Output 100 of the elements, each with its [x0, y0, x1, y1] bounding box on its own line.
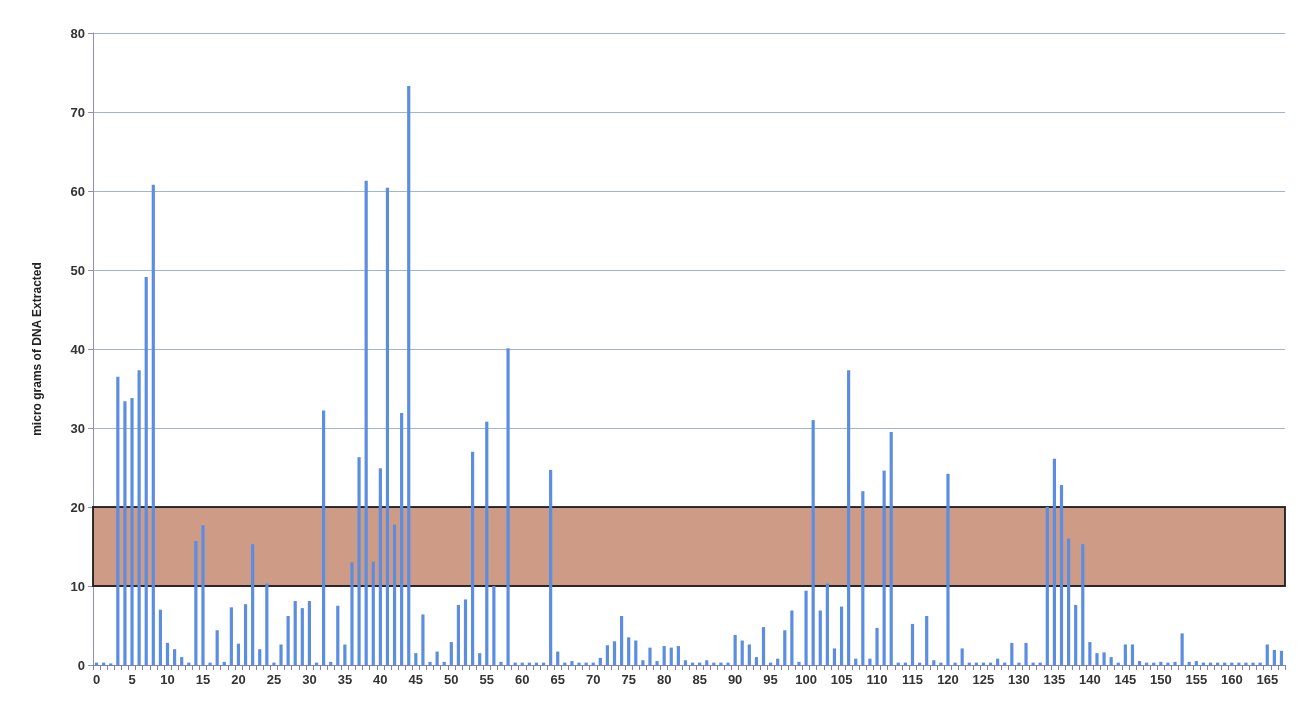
bar [449, 642, 453, 665]
bar [378, 468, 382, 665]
bar [329, 661, 333, 665]
x-tick-label: 70 [585, 672, 601, 687]
bar [137, 370, 141, 665]
bar [300, 608, 304, 665]
bar [605, 645, 609, 665]
bar [676, 646, 680, 665]
bar [385, 187, 390, 665]
bar [222, 661, 226, 665]
x-tick-label: 60 [515, 672, 530, 687]
x-tick-label: 75 [621, 672, 636, 687]
bar [733, 634, 737, 665]
bar [627, 637, 631, 665]
bar [407, 85, 411, 665]
bar [456, 604, 460, 665]
bar [683, 660, 688, 665]
bar [194, 540, 198, 665]
bar [825, 583, 829, 665]
bar [1123, 644, 1127, 665]
bar [790, 610, 794, 665]
bar [180, 657, 184, 665]
bar [910, 623, 915, 665]
y-tick-label: 20 [70, 499, 85, 515]
bar [932, 660, 936, 665]
x-tick-label: 25 [266, 672, 282, 687]
x-tick-label: 90 [727, 672, 743, 687]
bar [1102, 652, 1106, 665]
x-tick-label: 135 [1043, 672, 1066, 687]
bar [336, 605, 340, 665]
bar [556, 651, 560, 665]
bar [570, 661, 574, 665]
bar [215, 630, 219, 665]
bar [1130, 644, 1135, 665]
bar [1067, 538, 1071, 665]
bar [1180, 633, 1184, 665]
x-tick-label: 85 [692, 672, 707, 687]
bar [662, 646, 666, 665]
bar [847, 370, 851, 665]
bar [1265, 644, 1269, 665]
bar [1187, 661, 1191, 665]
bar [350, 562, 354, 665]
y-axis-title: micro grams of DNA Extracted [30, 262, 44, 436]
bar [265, 583, 269, 665]
bar [151, 184, 155, 665]
bar [357, 457, 361, 665]
x-tick-label: 0 [92, 672, 101, 687]
bar [776, 658, 780, 665]
bar [1045, 507, 1049, 665]
bar [797, 661, 801, 665]
y-tick-label: 30 [70, 420, 85, 436]
x-tick-label: 5 [128, 672, 136, 687]
x-tick-label: 110 [866, 672, 888, 687]
bar [1052, 458, 1056, 665]
bar [960, 648, 964, 665]
bar [889, 431, 893, 665]
bar [1244, 662, 1248, 665]
x-tick-label: 35 [337, 672, 353, 687]
bar [272, 662, 276, 665]
bar [428, 661, 432, 665]
bar [818, 610, 822, 665]
y-tick-label: 10 [70, 578, 85, 594]
bar [612, 641, 617, 665]
bar [747, 644, 751, 665]
bar [201, 525, 205, 665]
bar [442, 661, 446, 665]
bar [1194, 661, 1198, 665]
bar [648, 647, 652, 665]
bar [506, 348, 510, 665]
bar [485, 421, 489, 665]
bar [293, 601, 297, 665]
bar [854, 658, 858, 665]
x-tick-label: 40 [373, 672, 388, 687]
bar [754, 657, 758, 665]
bar [1017, 662, 1021, 665]
bar [258, 649, 262, 665]
bar [229, 607, 233, 665]
bar [463, 599, 468, 665]
x-tick-label: 45 [408, 672, 424, 687]
bar [371, 561, 375, 665]
x-tick-label: 145 [1114, 672, 1137, 687]
bar [307, 601, 311, 665]
bar [669, 647, 673, 665]
bar [996, 658, 1000, 665]
bar [1024, 642, 1028, 665]
bar [598, 657, 602, 665]
bar [1109, 657, 1113, 665]
bar [1159, 661, 1163, 665]
bar [783, 630, 787, 665]
bar [279, 644, 283, 665]
x-tick-label: 15 [195, 672, 211, 687]
y-tick-label: 50 [70, 262, 85, 278]
bar [165, 642, 170, 665]
bar [322, 410, 326, 665]
x-tick-label: 100 [795, 672, 817, 687]
x-tick-label: 50 [444, 672, 459, 687]
bar [868, 658, 872, 665]
bar [1059, 484, 1064, 665]
x-tick-label: 20 [231, 672, 246, 687]
bar [208, 662, 212, 665]
